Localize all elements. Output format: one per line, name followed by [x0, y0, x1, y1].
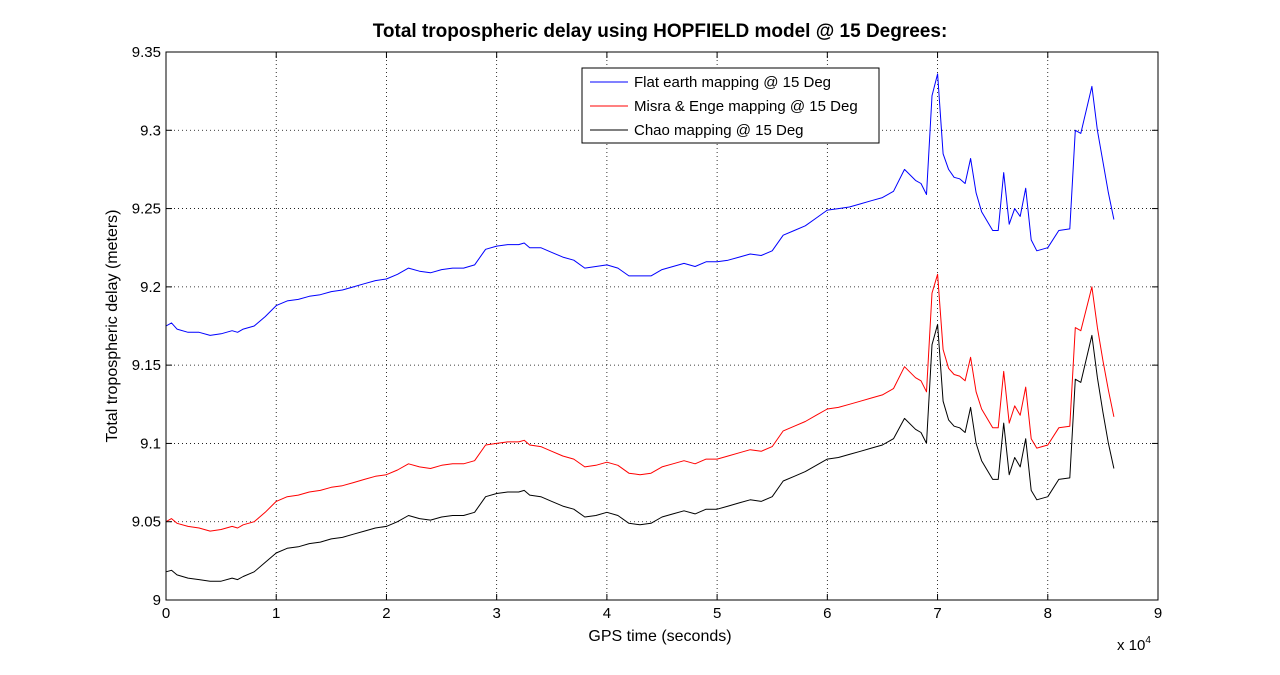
series-line-2	[165, 273, 1115, 532]
x-tick-label: 2	[382, 605, 390, 622]
legend-box	[581, 67, 880, 144]
legend-label-3: Chao mapping @ 15 Deg	[634, 122, 804, 139]
x-tick-label: 5	[713, 605, 721, 622]
y-tick-label: 9.3	[140, 122, 161, 139]
x-tick-label: 3	[492, 605, 500, 622]
series-line-3	[165, 323, 1115, 582]
series-layer	[165, 73, 1115, 582]
y-tick-label: 9	[153, 592, 161, 609]
x-tick-label: 0	[162, 605, 170, 622]
x-axis-label: GPS time (seconds)	[588, 628, 731, 645]
plot-frame	[165, 51, 1159, 601]
legend-label-1: Flat earth mapping @ 15 Deg	[634, 74, 831, 91]
x-tick-label: 1	[272, 605, 280, 622]
y-tick-label: 9.15	[132, 357, 161, 374]
legend: Flat earth mapping @ 15 Deg Misra & Enge …	[581, 67, 880, 144]
axis-ticks: 0 1 2 3 4 5 6 7 8 9 9 9.05 9.1 9.15 9.2 9.25 9.3 9.35	[132, 44, 1162, 622]
legend-label-2: Misra & Enge mapping @ 15 Deg	[634, 98, 858, 115]
y-tick-label: 9.35	[132, 44, 161, 61]
y-axis-label: Total tropospheric delay (meters)	[104, 210, 121, 443]
y-tick-label: 9.05	[132, 514, 161, 531]
x-axis-multiplier-base: x 10	[1117, 637, 1145, 654]
x-tick-label: 9	[1154, 605, 1162, 622]
x-axis-multiplier: x 104	[1117, 635, 1151, 654]
y-tick-label: 9.25	[132, 201, 161, 218]
y-tick-label: 9.2	[140, 279, 161, 296]
x-tick-label: 6	[823, 605, 831, 622]
x-tick-label: 4	[603, 605, 611, 622]
x-tick-label: 8	[1044, 605, 1052, 622]
chart-title: Total tropospheric delay using HOPFIELD …	[373, 21, 948, 42]
y-tick-label: 9.1	[140, 435, 161, 452]
x-tick-label: 7	[933, 605, 941, 622]
x-axis-multiplier-exponent: 4	[1145, 635, 1151, 646]
series-line-1	[165, 73, 1115, 336]
